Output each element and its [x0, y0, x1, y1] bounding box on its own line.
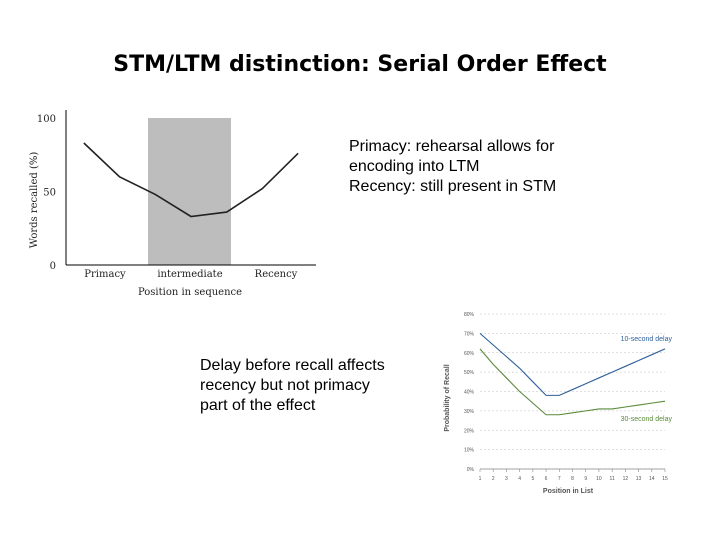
x-tick-label: 12 — [623, 476, 629, 482]
intermediate-region — [148, 118, 231, 265]
y-tick-label: 0 — [50, 261, 56, 272]
x-region-label: Recency — [255, 269, 298, 280]
delay-note: Delay before recall affects recency but … — [200, 356, 385, 416]
x-tick-label: 9 — [584, 476, 587, 482]
note-line: encoding into LTM — [349, 158, 480, 175]
x-tick-label: 14 — [649, 476, 655, 482]
x-tick-label: 6 — [545, 476, 548, 482]
x-axis-label: Position in sequence — [138, 287, 242, 298]
y-tick-label: 50 — [43, 188, 56, 199]
y-axis-label: Words recalled (%) — [29, 152, 40, 249]
recall-line — [83, 142, 299, 218]
y-tick-label: 50% — [464, 370, 475, 376]
series-line — [479, 332, 666, 396]
note-line: Delay before recall affects — [200, 357, 385, 374]
y-tick-label: 0% — [467, 467, 475, 473]
x-region-label: intermediate — [157, 269, 222, 280]
note-line: Recency: still present in STM — [349, 178, 557, 195]
x-axis-label: Position in List — [543, 488, 594, 495]
note-line: recency but not primacy — [200, 377, 370, 394]
x-tick-label: 7 — [558, 476, 561, 482]
y-tick-label: 60% — [464, 351, 475, 357]
x-tick-label: 11 — [610, 476, 615, 482]
x-region-label: Primacy — [84, 269, 126, 280]
note-line: Primacy: rehearsal allows for — [349, 138, 555, 155]
y-tick-label: 10% — [464, 448, 475, 454]
x-tick-label: 4 — [518, 476, 521, 482]
x-tick-label: 8 — [571, 476, 574, 482]
series-label: 10-second delay — [621, 336, 673, 343]
y-tick-label: 20% — [464, 428, 475, 434]
x-tick-label: 1 — [479, 476, 482, 482]
series-line — [479, 348, 666, 416]
note-line: part of the effect — [200, 397, 316, 414]
x-tick-label: 13 — [636, 476, 642, 482]
x-tick-label: 15 — [662, 476, 668, 482]
y-axis-label: Probability of Recall — [444, 364, 451, 431]
primacy-recency-note: Primacy: rehearsal allows for encoding i… — [349, 137, 556, 197]
y-tick-label: 30% — [464, 409, 475, 415]
y-tick-label: 100 — [37, 114, 56, 125]
x-tick-label: 3 — [505, 476, 508, 482]
y-tick-label: 70% — [464, 331, 475, 337]
slide-title: STM/LTM distinction: Serial Order Effect — [113, 52, 607, 77]
x-tick-label: 5 — [531, 476, 534, 482]
x-tick-label: 10 — [596, 476, 602, 482]
x-tick-label: 2 — [492, 476, 495, 482]
series-label: 30-second delay — [621, 416, 673, 423]
y-tick-label: 80% — [464, 312, 475, 318]
y-tick-label: 40% — [464, 390, 475, 396]
